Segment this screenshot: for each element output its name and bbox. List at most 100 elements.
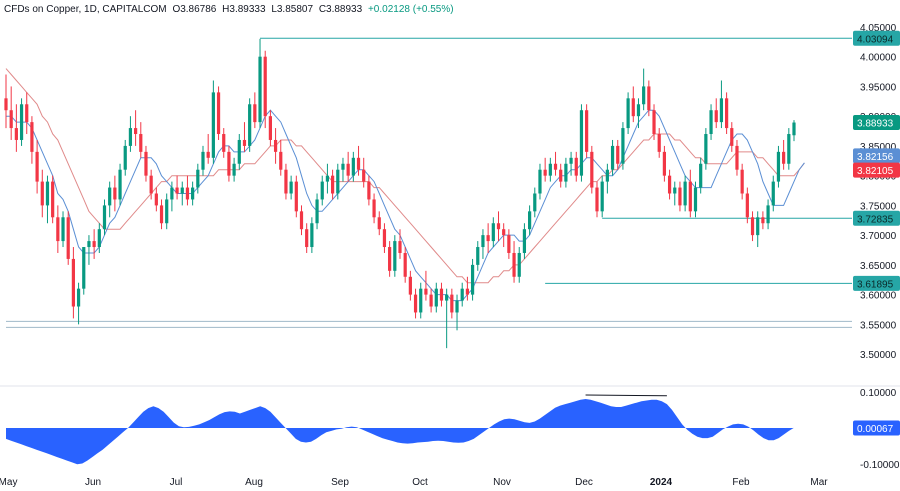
candle-body[interactable] xyxy=(87,241,91,248)
candle-body[interactable] xyxy=(776,151,781,182)
candle-body[interactable] xyxy=(82,247,86,289)
candle-body[interactable] xyxy=(346,163,350,176)
candle-body[interactable] xyxy=(175,187,179,194)
candle-body[interactable] xyxy=(35,151,39,182)
candle-body[interactable] xyxy=(139,134,143,152)
candle-body[interactable] xyxy=(771,181,775,206)
candle-body[interactable] xyxy=(242,139,247,146)
candle-body[interactable] xyxy=(51,181,55,218)
candle-body[interactable] xyxy=(258,56,262,123)
candle-body[interactable] xyxy=(356,157,361,170)
candle-body[interactable] xyxy=(647,86,651,111)
candle-body[interactable] xyxy=(533,193,537,212)
candle-body[interactable] xyxy=(170,187,174,200)
candle-body[interactable] xyxy=(470,264,475,295)
candle-body[interactable] xyxy=(206,151,210,158)
candle-body[interactable] xyxy=(289,181,293,194)
candle-body[interactable] xyxy=(144,151,148,176)
candle-body[interactable] xyxy=(118,169,122,200)
candle-body[interactable] xyxy=(579,110,584,176)
candle-body[interactable] xyxy=(419,288,423,313)
candle-body[interactable] xyxy=(211,92,215,158)
candle-body[interactable] xyxy=(222,134,226,152)
candle-body[interactable] xyxy=(331,175,335,194)
candle-body[interactable] xyxy=(678,187,682,206)
candle-body[interactable] xyxy=(631,98,635,117)
candle-body[interactable] xyxy=(284,169,288,194)
candle-body[interactable] xyxy=(709,110,713,135)
candle-body[interactable] xyxy=(735,145,739,170)
candle-body[interactable] xyxy=(756,217,760,236)
candle-body[interactable] xyxy=(362,169,366,182)
candle-body[interactable] xyxy=(237,139,241,164)
candle-body[interactable] xyxy=(216,92,221,135)
candle-body[interactable] xyxy=(761,217,765,224)
candle-body[interactable] xyxy=(25,104,29,123)
candle-body[interactable] xyxy=(159,205,164,224)
candle-body[interactable] xyxy=(528,211,532,230)
candle-body[interactable] xyxy=(564,163,568,182)
candle-body[interactable] xyxy=(320,181,324,200)
candle-body[interactable] xyxy=(113,187,117,200)
candle-body[interactable] xyxy=(636,104,641,117)
candle-body[interactable] xyxy=(388,247,392,271)
candle-body[interactable] xyxy=(496,223,501,230)
candle-body[interactable] xyxy=(315,199,319,224)
candle-body[interactable] xyxy=(97,229,101,248)
candle-body[interactable] xyxy=(14,128,18,140)
candle-body[interactable] xyxy=(621,128,625,164)
candle-body[interactable] xyxy=(66,217,70,259)
candle-body[interactable] xyxy=(642,86,646,105)
candle-body[interactable] xyxy=(299,211,304,230)
candle-body[interactable] xyxy=(725,98,729,129)
candle-body[interactable] xyxy=(683,181,687,206)
candle-body[interactable] xyxy=(325,175,330,182)
candle-body[interactable] xyxy=(71,258,75,307)
candle-body[interactable] xyxy=(719,98,724,123)
candle-body[interactable] xyxy=(134,128,138,135)
candle-body[interactable] xyxy=(538,169,542,194)
candle-body[interactable] xyxy=(123,145,127,170)
candle-body[interactable] xyxy=(56,217,60,242)
candle-body[interactable] xyxy=(377,217,381,230)
candle-body[interactable] xyxy=(745,193,749,218)
candle-body[interactable] xyxy=(616,145,620,164)
candle-body[interactable] xyxy=(273,139,278,152)
candle-body[interactable] xyxy=(657,134,661,152)
candle-body[interactable] xyxy=(92,241,96,248)
candle-body[interactable] xyxy=(450,294,454,313)
candle-body[interactable] xyxy=(439,288,444,301)
candle-body[interactable] xyxy=(424,288,428,295)
candle-body[interactable] xyxy=(61,217,65,242)
candle-body[interactable] xyxy=(279,151,283,170)
candle-body[interactable] xyxy=(149,175,153,194)
candle-body[interactable] xyxy=(45,181,50,206)
candle-body[interactable] xyxy=(367,181,371,200)
candle-body[interactable] xyxy=(263,56,267,117)
candle-body[interactable] xyxy=(445,294,449,301)
candle-body[interactable] xyxy=(605,169,609,182)
candle-body[interactable] xyxy=(704,134,708,164)
candle-body[interactable] xyxy=(393,241,397,271)
candle-body[interactable] xyxy=(465,288,469,295)
candle-body[interactable] xyxy=(512,252,516,277)
candle-body[interactable] xyxy=(610,145,615,170)
candle-body[interactable] xyxy=(667,175,672,194)
candle-body[interactable] xyxy=(398,241,402,253)
candle-body[interactable] xyxy=(481,235,485,248)
candle-body[interactable] xyxy=(730,128,734,146)
candle-body[interactable] xyxy=(268,116,272,140)
candle-body[interactable] xyxy=(507,235,511,253)
candle-body[interactable] xyxy=(19,104,24,140)
candle-body[interactable] xyxy=(460,288,464,301)
candle-body[interactable] xyxy=(429,294,433,307)
candle-body[interactable] xyxy=(517,252,521,277)
candle-body[interactable] xyxy=(227,151,231,176)
candle-body[interactable] xyxy=(180,187,184,194)
candle-body[interactable] xyxy=(341,163,345,170)
candle-body[interactable] xyxy=(455,300,459,313)
candle-body[interactable] xyxy=(585,110,589,152)
candle-body[interactable] xyxy=(693,187,698,212)
candle-body[interactable] xyxy=(600,181,604,212)
